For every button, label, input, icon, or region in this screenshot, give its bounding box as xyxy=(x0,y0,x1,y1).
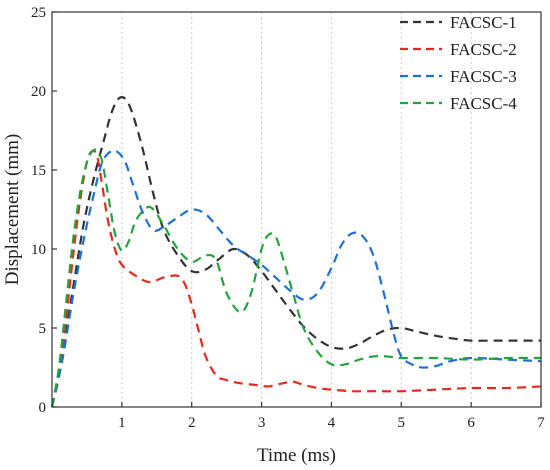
series-lines xyxy=(50,96,542,408)
x-tick-label: 6 xyxy=(467,415,475,431)
series-line-facsc-3 xyxy=(50,149,542,408)
series-line-facsc-4 xyxy=(50,148,542,408)
x-tick-label: 2 xyxy=(188,415,196,431)
series-line-facsc-2 xyxy=(50,149,542,408)
x-tick-label: 4 xyxy=(328,415,336,431)
legend-label: FACSC-2 xyxy=(450,40,517,59)
plot-frame xyxy=(51,11,542,408)
series-line-facsc-1 xyxy=(50,96,541,408)
y-tick-label: 5 xyxy=(39,321,47,337)
y-tick-label: 10 xyxy=(31,242,46,258)
x-tick-label: 3 xyxy=(258,415,266,431)
tick-labels: 1 2 3 4 5 6 7 0 5 10 15 20 25 xyxy=(31,5,545,431)
grid xyxy=(121,12,472,407)
y-tick-label: 25 xyxy=(31,5,46,21)
y-axis-title: Displacement (mm) xyxy=(2,134,23,285)
legend-label: FACSC-1 xyxy=(450,13,517,32)
legend: FACSC-1 FACSC-2 FACSC-3 FACSC-4 xyxy=(400,13,517,113)
x-axis-title: Time (ms) xyxy=(257,445,336,466)
x-tick-label: 1 xyxy=(118,415,126,431)
y-tick-label: 20 xyxy=(31,84,46,100)
legend-label: FACSC-3 xyxy=(450,67,517,86)
x-tick-label: 7 xyxy=(537,415,545,431)
y-tick-label: 0 xyxy=(39,400,47,416)
x-tick-label: 5 xyxy=(398,415,406,431)
legend-label: FACSC-4 xyxy=(450,94,517,113)
y-tick-label: 15 xyxy=(31,163,46,179)
axes xyxy=(51,11,542,408)
